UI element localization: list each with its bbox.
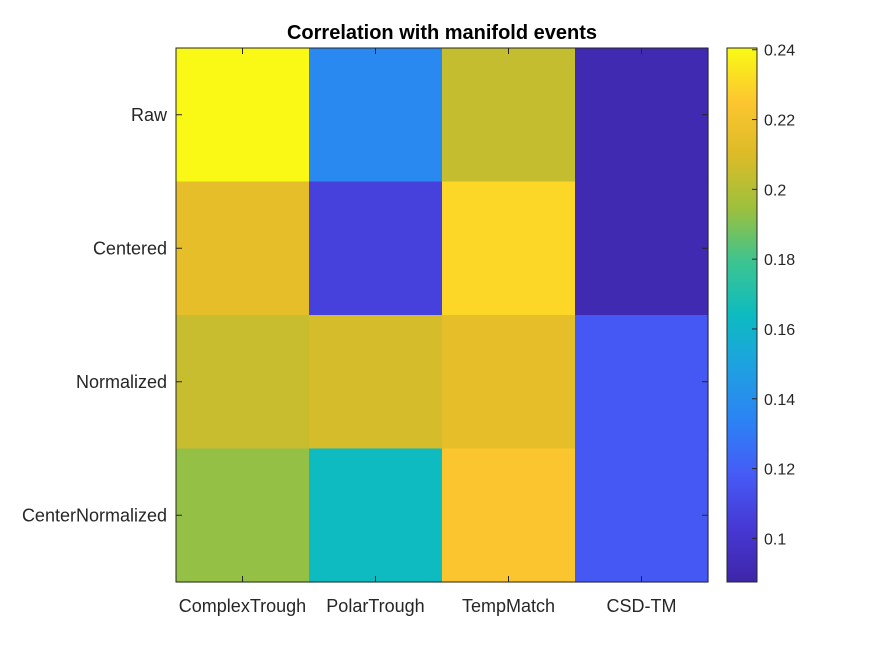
chart-title: Correlation with manifold events bbox=[287, 22, 597, 44]
heatmap-cell bbox=[442, 448, 576, 583]
heatmap-cell bbox=[575, 181, 709, 316]
heatmap-cell bbox=[442, 48, 576, 183]
heatmap-cell bbox=[442, 315, 576, 450]
colorbar: 0.1 0.12 0.14 0.16 0.18 0.2 0.22 0.24 bbox=[726, 43, 795, 583]
heatmap-cell bbox=[309, 181, 443, 316]
y-tick-label: CenterNormalized bbox=[22, 505, 167, 525]
x-tick-label: ComplexTrough bbox=[179, 596, 306, 616]
x-tick-label: PolarTrough bbox=[326, 596, 424, 616]
colorbar-tick-label: 0.24 bbox=[764, 43, 795, 60]
colorbar-tick-label: 0.1 bbox=[764, 531, 786, 548]
colorbar-tick-label: 0.2 bbox=[764, 182, 786, 199]
heatmap-cell bbox=[575, 48, 709, 183]
heatmap-cell bbox=[309, 48, 443, 183]
heatmap-cell bbox=[176, 48, 310, 183]
y-tick-labels: Raw Centered Normalized CenterNormalized bbox=[22, 105, 168, 526]
colorbar-tick-label: 0.16 bbox=[764, 322, 795, 339]
heatmap-cell bbox=[575, 448, 709, 583]
heatmap-cell bbox=[442, 181, 576, 316]
heatmap-cell bbox=[176, 181, 310, 316]
colorbar-tick-label: 0.18 bbox=[764, 252, 795, 269]
heatmap-cell bbox=[575, 315, 709, 450]
y-tick-label: Normalized bbox=[76, 372, 167, 392]
y-tick-label: Raw bbox=[131, 105, 168, 125]
y-tick-label: Centered bbox=[93, 238, 167, 258]
heatmap-cell bbox=[309, 448, 443, 583]
colorbar-tick-label: 0.12 bbox=[764, 462, 795, 479]
colorbar-tick-label: 0.22 bbox=[764, 113, 795, 130]
plot-axes bbox=[175, 47, 709, 583]
heatmap-cell bbox=[176, 448, 310, 583]
colorbar-tick-label: 0.14 bbox=[764, 392, 795, 409]
x-tick-label: TempMatch bbox=[462, 596, 555, 616]
x-tick-label: CSD-TM bbox=[607, 596, 677, 616]
heatmap-cells bbox=[176, 48, 709, 583]
plot-frame bbox=[175, 47, 709, 583]
x-tick-labels: ComplexTrough PolarTrough TempMatch CSD-TM bbox=[179, 596, 677, 616]
heatmap-cell bbox=[176, 315, 310, 450]
colorbar-gradient bbox=[726, 47, 758, 583]
heatmap-cell bbox=[309, 315, 443, 450]
